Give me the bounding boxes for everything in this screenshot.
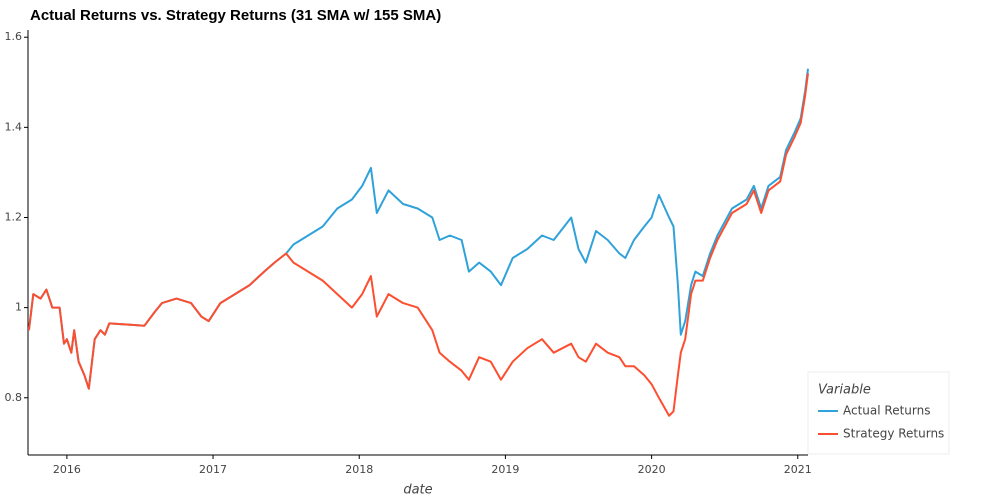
line [27,68,809,390]
x-axis-label: date [403,483,432,498]
y-tick-label: 1.4 [5,120,23,133]
x-tick-label: 2017 [199,463,227,476]
legend-title: Variable [818,383,871,398]
y-tick-label: 1.2 [5,210,23,223]
chart-title: Actual Returns vs. Strategy Returns (31 … [30,7,441,24]
legend-label: Actual Returns [843,404,930,418]
x-tick-label: 2020 [638,463,666,476]
x-tick-label: 2019 [491,463,519,476]
x-tick-label: 2018 [345,463,373,476]
legend-box [807,371,950,455]
x-tick-label: 2016 [53,463,81,476]
y-tick-label: 0.8 [5,391,23,404]
y-tick-label: 1.6 [5,30,23,43]
line [27,73,809,417]
x-tick-label: 2021 [784,463,812,476]
y-tick-label: 1 [15,301,22,314]
legend-label: Strategy Returns [843,427,944,441]
